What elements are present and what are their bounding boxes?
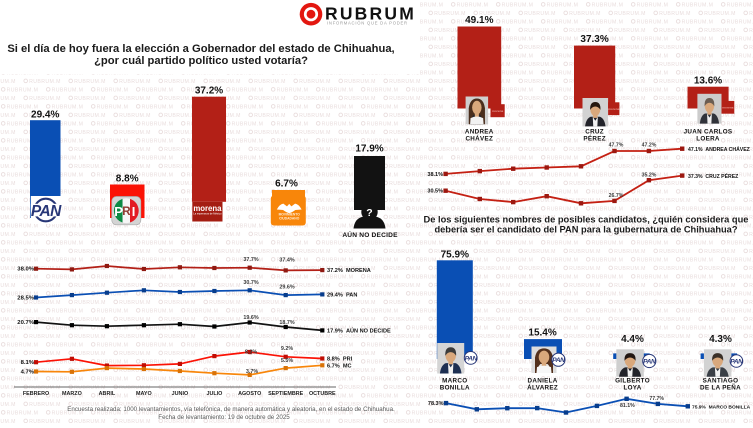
svg-text:CHÁVEZ: CHÁVEZ	[465, 134, 493, 143]
svg-text:6.7% MC: 6.7% MC	[327, 363, 352, 369]
svg-text:morena: morena	[492, 109, 503, 113]
svg-text:37.4%: 37.4%	[279, 258, 294, 264]
svg-text:47.2%: 47.2%	[642, 142, 657, 148]
svg-text:PAN: PAN	[31, 203, 62, 220]
svg-text:77.7%: 77.7%	[649, 396, 664, 402]
svg-text:JULIO: JULIO	[206, 391, 222, 397]
svg-text:De los siguientes nombres de p: De los siguientes nombres de posibles ca…	[424, 215, 749, 225]
svg-text:18.7%: 18.7%	[279, 320, 294, 326]
svg-text:8.3%: 8.3%	[245, 350, 257, 356]
svg-text:37.2% MORENA: 37.2% MORENA	[327, 268, 371, 274]
svg-text:RUBRUM: RUBRUM	[325, 4, 416, 24]
svg-text:17.9% AÚN NO DECIDE: 17.9% AÚN NO DECIDE	[327, 327, 391, 334]
svg-text:ÁLVAREZ: ÁLVAREZ	[527, 382, 558, 391]
svg-text:37.2%: 37.2%	[195, 85, 223, 96]
svg-text:4.3%: 4.3%	[709, 334, 732, 345]
svg-text:81.1%: 81.1%	[620, 403, 635, 409]
svg-text:PÉREZ: PÉREZ	[583, 134, 606, 143]
svg-text:La esperanza de México: La esperanza de México	[193, 211, 222, 215]
svg-text:ABRIL: ABRIL	[99, 391, 116, 397]
svg-text:37.3% CRUZ PÉREZ: 37.3% CRUZ PÉREZ	[688, 172, 738, 180]
svg-text:47.1% ANDREA CHÁVEZ: 47.1% ANDREA CHÁVEZ	[688, 146, 750, 153]
svg-text:15.4%: 15.4%	[528, 328, 556, 339]
svg-text:CRUZ: CRUZ	[585, 129, 604, 136]
svg-text:LOERA: LOERA	[696, 136, 720, 143]
svg-text:38.0%: 38.0%	[17, 267, 34, 273]
svg-text:37.7%: 37.7%	[243, 257, 258, 263]
svg-text:¿por cuál partido político ust: ¿por cuál partido político usted votaría…	[94, 55, 308, 67]
svg-text:DE LA PEÑA: DE LA PEÑA	[700, 382, 741, 391]
svg-text:49.1%: 49.1%	[465, 15, 493, 26]
svg-text:?: ?	[366, 207, 372, 219]
svg-text:75.9% MARCO BONILLA: 75.9% MARCO BONILLA	[692, 405, 751, 411]
svg-text:3.7%: 3.7%	[246, 369, 258, 375]
svg-text:38.1%: 38.1%	[427, 172, 443, 178]
svg-text:BONILLA: BONILLA	[440, 384, 470, 391]
svg-text:MARZO: MARZO	[62, 391, 82, 397]
svg-text:26.7%: 26.7%	[609, 193, 624, 199]
svg-text:Encuesta realizada: 1000 levan: Encuesta realizada: 1000 levantamientos,…	[67, 406, 395, 413]
svg-text:29.6%: 29.6%	[279, 285, 294, 291]
svg-text:Fecha de levantamiento: 19 de: Fecha de levantamiento: 19 de octubre de…	[158, 414, 290, 421]
svg-text:9.2%: 9.2%	[281, 346, 293, 352]
svg-text:13.6%: 13.6%	[694, 75, 722, 86]
svg-text:morena: morena	[193, 204, 222, 213]
svg-text:29.4%: 29.4%	[31, 109, 59, 120]
svg-text:4.4%: 4.4%	[621, 334, 644, 345]
svg-text:8.8% PRI: 8.8% PRI	[327, 357, 353, 363]
svg-text:MAYO: MAYO	[136, 391, 152, 397]
svg-text:47.7%: 47.7%	[609, 142, 624, 148]
svg-text:78.3%: 78.3%	[428, 401, 444, 407]
svg-text:LOYA: LOYA	[623, 384, 641, 391]
svg-text:OCTUBRE: OCTUBRE	[309, 391, 336, 397]
svg-text:DANIELA: DANIELA	[528, 377, 558, 384]
svg-text:INFORMACIÓN QUE DA PODER: INFORMACIÓN QUE DA PODER	[327, 21, 408, 26]
svg-text:SEPTIEMBRE: SEPTIEMBRE	[268, 391, 303, 397]
svg-text:5.5%: 5.5%	[281, 358, 293, 364]
svg-text:PAN: PAN	[730, 358, 743, 365]
svg-text:28.5%: 28.5%	[17, 295, 34, 301]
svg-text:debería ser el candidato del P: debería ser el candidato del PAN para la…	[434, 225, 737, 235]
svg-text:morena: morena	[722, 106, 733, 110]
svg-text:MOVIMIENTO: MOVIMIENTO	[279, 213, 301, 217]
svg-text:75.9%: 75.9%	[441, 249, 469, 260]
svg-text:6.7%: 6.7%	[275, 178, 298, 189]
svg-text:JUNIO: JUNIO	[172, 391, 188, 397]
svg-text:ANDREA: ANDREA	[465, 129, 494, 136]
svg-text:17.9%: 17.9%	[355, 143, 383, 154]
svg-text:PAN: PAN	[552, 357, 565, 364]
svg-text:30.5%: 30.5%	[427, 189, 443, 195]
svg-text:JUAN CARLOS: JUAN CARLOS	[684, 129, 733, 136]
svg-text:29.4% PAN: 29.4% PAN	[327, 292, 357, 298]
svg-text:I: I	[132, 204, 136, 219]
svg-text:35.2%: 35.2%	[642, 173, 657, 179]
svg-text:Si el día de hoy fuera la elec: Si el día de hoy fuera la elección a Gob…	[7, 43, 394, 55]
svg-text:morena: morena	[608, 107, 619, 111]
svg-text:8.1%: 8.1%	[21, 360, 35, 366]
svg-text:20.7%: 20.7%	[17, 320, 34, 326]
svg-text:FEBRERO: FEBRERO	[23, 391, 49, 397]
svg-text:CIUDADANO: CIUDADANO	[279, 216, 300, 220]
svg-text:37.3%: 37.3%	[580, 34, 608, 45]
svg-text:AÚN NO DECIDE: AÚN NO DECIDE	[342, 230, 398, 239]
svg-text:19.6%: 19.6%	[243, 315, 258, 321]
svg-text:PAN: PAN	[465, 355, 478, 362]
svg-text:AGOSTO: AGOSTO	[238, 391, 261, 397]
svg-text:8.8%: 8.8%	[116, 173, 139, 184]
svg-text:SANTIAGO: SANTIAGO	[703, 377, 739, 384]
svg-text:R: R	[122, 206, 131, 218]
svg-text:30.7%: 30.7%	[243, 280, 258, 286]
svg-text:4.7%: 4.7%	[21, 369, 35, 375]
svg-text:P: P	[114, 204, 123, 219]
svg-text:MARCO: MARCO	[442, 377, 467, 384]
svg-text:PAN: PAN	[643, 358, 656, 365]
svg-text:GILBERTO: GILBERTO	[615, 377, 650, 384]
